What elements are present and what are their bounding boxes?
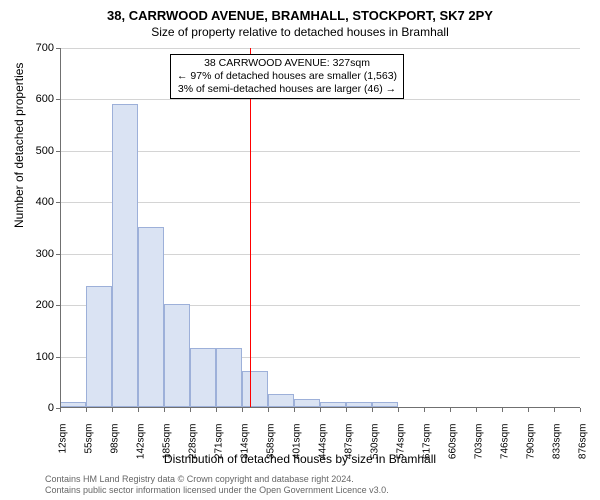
x-tick-label: 487sqm	[344, 424, 355, 474]
histogram-bar	[112, 104, 138, 407]
x-tick	[164, 408, 165, 412]
y-tick-label: 500	[24, 145, 54, 157]
x-axis-label: Distribution of detached houses by size …	[0, 452, 600, 466]
annotation-box: 38 CARRWOOD AVENUE: 327sqm← 97% of detac…	[170, 54, 404, 99]
x-tick-label: 790sqm	[526, 424, 537, 474]
x-tick-label: 444sqm	[318, 424, 329, 474]
y-axis-line	[60, 48, 61, 408]
histogram-bar	[138, 227, 164, 407]
y-tick-label: 100	[24, 351, 54, 363]
x-axis-line	[60, 407, 580, 408]
x-tick	[502, 408, 503, 412]
y-tick-label: 600	[24, 93, 54, 105]
x-tick	[554, 408, 555, 412]
reference-line	[250, 48, 251, 408]
y-tick-label: 700	[24, 42, 54, 54]
x-tick-label: 617sqm	[422, 424, 433, 474]
x-tick-label: 12sqm	[58, 424, 69, 474]
x-tick-label: 574sqm	[396, 424, 407, 474]
plot-area: 12sqm55sqm98sqm142sqm185sqm228sqm271sqm3…	[60, 48, 580, 408]
x-tick	[216, 408, 217, 412]
x-tick	[346, 408, 347, 412]
histogram-bar	[190, 348, 216, 407]
x-tick-label: 703sqm	[474, 424, 485, 474]
histogram-bar	[164, 304, 190, 407]
chart-container: 38, CARRWOOD AVENUE, BRAMHALL, STOCKPORT…	[0, 0, 600, 500]
histogram-bar	[294, 399, 320, 407]
page-title: 38, CARRWOOD AVENUE, BRAMHALL, STOCKPORT…	[0, 0, 600, 23]
x-tick	[372, 408, 373, 412]
x-tick	[476, 408, 477, 412]
page-subtitle: Size of property relative to detached ho…	[0, 25, 600, 39]
y-tick-label: 400	[24, 196, 54, 208]
histogram-bar	[216, 348, 242, 407]
x-tick	[86, 408, 87, 412]
grid-line	[60, 202, 580, 203]
x-tick	[528, 408, 529, 412]
histogram-bar	[86, 286, 112, 407]
x-tick	[294, 408, 295, 412]
x-tick	[580, 408, 581, 412]
y-tick-label: 0	[24, 402, 54, 414]
x-tick-label: 401sqm	[292, 424, 303, 474]
x-tick	[190, 408, 191, 412]
histogram-bar	[242, 371, 268, 407]
x-tick	[268, 408, 269, 412]
x-tick	[450, 408, 451, 412]
annotation-line3: 3% of semi-detached houses are larger (4…	[177, 83, 397, 96]
x-tick-label: 314sqm	[240, 424, 251, 474]
x-tick-label: 55sqm	[84, 424, 95, 474]
footer-line1: Contains HM Land Registry data © Crown c…	[45, 474, 389, 485]
x-tick-label: 271sqm	[214, 424, 225, 474]
x-tick-label: 660sqm	[448, 424, 459, 474]
y-tick-label: 200	[24, 299, 54, 311]
x-tick	[320, 408, 321, 412]
x-tick-label: 98sqm	[110, 424, 121, 474]
x-tick	[138, 408, 139, 412]
x-tick	[242, 408, 243, 412]
grid-line	[60, 48, 580, 49]
x-tick-label: 876sqm	[578, 424, 589, 474]
x-tick-label: 833sqm	[552, 424, 563, 474]
x-tick-label: 530sqm	[370, 424, 381, 474]
x-tick-label: 746sqm	[500, 424, 511, 474]
x-tick	[424, 408, 425, 412]
x-tick-label: 142sqm	[136, 424, 147, 474]
y-tick-label: 300	[24, 248, 54, 260]
x-tick-label: 228sqm	[188, 424, 199, 474]
annotation-line1: 38 CARRWOOD AVENUE: 327sqm	[177, 57, 397, 70]
grid-line	[60, 99, 580, 100]
x-tick-label: 185sqm	[162, 424, 173, 474]
x-tick-label: 358sqm	[266, 424, 277, 474]
histogram-bar	[268, 394, 294, 407]
grid-line	[60, 151, 580, 152]
x-tick	[112, 408, 113, 412]
x-tick	[60, 408, 61, 412]
annotation-line2: ← 97% of detached houses are smaller (1,…	[177, 70, 397, 83]
footer-line2: Contains public sector information licen…	[45, 485, 389, 496]
x-tick	[398, 408, 399, 412]
footer-attribution: Contains HM Land Registry data © Crown c…	[45, 474, 389, 496]
